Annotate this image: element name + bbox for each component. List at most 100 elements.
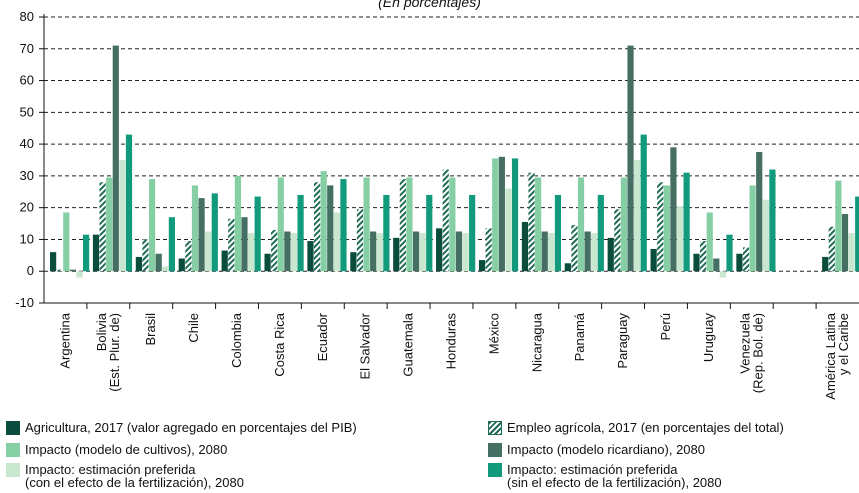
bar: [142, 239, 149, 272]
bar: [178, 258, 185, 272]
bar: [828, 226, 835, 272]
bar: [657, 182, 664, 272]
x-category-label: Argentina: [57, 312, 72, 368]
bar: [769, 169, 776, 272]
bar: [254, 196, 261, 272]
bar: [162, 266, 169, 272]
bar: [634, 160, 641, 272]
bar: [855, 196, 859, 272]
bar: [241, 217, 248, 272]
bar: [50, 252, 57, 272]
bar: [376, 233, 383, 272]
bar: [313, 182, 321, 272]
bar: [822, 256, 829, 272]
bar: [835, 180, 842, 272]
bar: [168, 217, 175, 272]
bar: [620, 177, 628, 272]
bar: [564, 263, 571, 272]
bar: [591, 233, 598, 272]
bar: [277, 177, 284, 272]
bar: [271, 229, 278, 272]
bar: [370, 231, 377, 272]
bar: [478, 260, 486, 272]
chart-subtitle: (En porcentajes): [378, 0, 481, 10]
bar: [442, 169, 449, 272]
bar: [399, 179, 406, 272]
bar: [511, 158, 519, 272]
x-category-label: Nicaragua: [529, 312, 544, 372]
bar: [419, 233, 426, 272]
x-category-label: Paraguay: [615, 313, 630, 369]
bar: [541, 231, 548, 272]
bar: [290, 233, 298, 272]
bar: [76, 271, 83, 278]
bar: [69, 269, 76, 272]
bar: [848, 233, 855, 272]
bar: [119, 160, 126, 272]
bar: [135, 256, 142, 272]
x-category-label: América Latinay el Caribe: [823, 312, 851, 399]
x-category-label: Colombia: [229, 312, 244, 368]
y-tick-label: 20: [20, 200, 34, 215]
bar: [683, 172, 690, 272]
bar: [742, 247, 750, 272]
bar: [383, 194, 390, 272]
bar: [462, 233, 469, 272]
bar: [485, 228, 492, 272]
bar: [663, 185, 670, 272]
bar: [247, 233, 255, 272]
bar: [185, 241, 192, 272]
x-category-label: El Salvador: [358, 312, 373, 379]
bar: [56, 269, 63, 272]
y-tick-label: -10: [15, 295, 34, 310]
bar: [449, 177, 456, 272]
bar: [584, 231, 591, 272]
bar: [155, 253, 162, 272]
y-tick-label: 30: [20, 168, 34, 183]
bar: [284, 231, 291, 272]
bar: [191, 185, 199, 272]
bar: [670, 147, 677, 272]
bar: [106, 177, 113, 272]
bar: [841, 214, 849, 272]
bar: [521, 221, 529, 272]
bar: [350, 252, 357, 272]
bar: [535, 177, 542, 272]
x-category-label: México: [486, 313, 501, 354]
y-tick-label: 40: [20, 136, 34, 151]
y-tick-label: 60: [20, 73, 34, 88]
bar: [211, 193, 218, 272]
x-category-label: Uruguay: [701, 313, 716, 363]
x-category-label: Chile: [186, 313, 201, 343]
bar: [333, 212, 340, 272]
x-category-label: Brasil: [143, 313, 158, 346]
bar: [455, 231, 463, 272]
bar: [205, 231, 212, 272]
bar: [614, 209, 621, 272]
bar: [83, 234, 90, 272]
bar: [627, 45, 634, 272]
bar: [436, 228, 443, 272]
bar: [706, 212, 713, 272]
bar: [749, 185, 756, 272]
bar: [577, 177, 585, 272]
bar: [713, 258, 720, 272]
bar: [693, 253, 700, 272]
y-tick-label: 80: [20, 9, 34, 24]
bar: [498, 156, 505, 272]
bar: [363, 177, 370, 272]
x-category-label: Perú: [658, 313, 673, 340]
bar: [548, 233, 555, 272]
bar: [719, 271, 727, 278]
x-category-label: Ecuador: [315, 312, 330, 361]
bar: [736, 253, 743, 272]
bar: [228, 218, 235, 272]
bar: [340, 179, 347, 272]
bar: [597, 194, 604, 272]
bar: [726, 234, 733, 272]
bar: [356, 209, 364, 272]
bar: [756, 152, 763, 272]
bar: [640, 134, 647, 272]
bar: [112, 45, 119, 272]
bar: [700, 241, 707, 272]
